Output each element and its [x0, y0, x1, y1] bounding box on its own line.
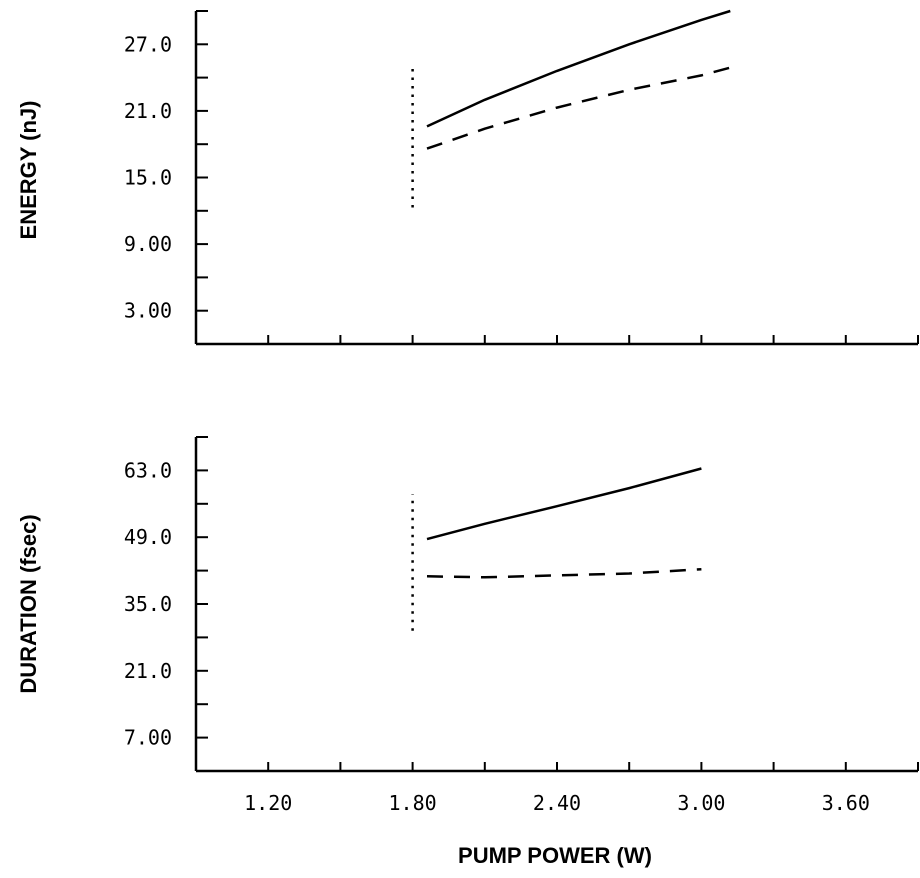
energy-y-tick-label: 27.0	[124, 32, 172, 56]
energy-y-tick-label: 21.0	[124, 99, 172, 123]
duration-x-tick-label: 2.40	[533, 791, 581, 815]
duration-x-tick-label: 1.80	[389, 791, 437, 815]
duration-y-tick-label: 7.00	[124, 726, 172, 750]
energy-y-tick-label: 3.00	[124, 299, 172, 323]
duration-y-tick-label: 49.0	[124, 525, 172, 549]
duration-x-tick-label: 3.00	[677, 791, 725, 815]
x-axis-title: PUMP POWER (W)	[458, 843, 652, 868]
duration-x-tick-label: 1.20	[244, 791, 292, 815]
energy-y-tick-label: 15.0	[124, 166, 172, 190]
duration-y-tick-label: 35.0	[124, 592, 172, 616]
duration-panel: DURATION (fsec) PUMP POWER (W) 7.00 21.0 3…	[16, 436, 919, 868]
energy-series-solid	[426, 9, 731, 128]
duration-y-axis-title: DURATION (fsec)	[16, 514, 41, 693]
duration-y-tick-label: 63.0	[124, 458, 172, 482]
duration-series-dashed	[426, 567, 702, 579]
energy-y-axis-title: ENERGY (nJ)	[16, 101, 41, 240]
energy-panel: ENERGY (nJ) 3.00 9.00 15.0 21.0 27.0	[16, 9, 919, 346]
duration-series-solid	[426, 467, 702, 541]
energy-series-dashed	[426, 66, 731, 150]
duration-x-tick-label: 3.60	[822, 791, 870, 815]
energy-y-tick-label: 9.00	[124, 232, 172, 256]
duration-y-tick-label: 21.0	[124, 659, 172, 683]
